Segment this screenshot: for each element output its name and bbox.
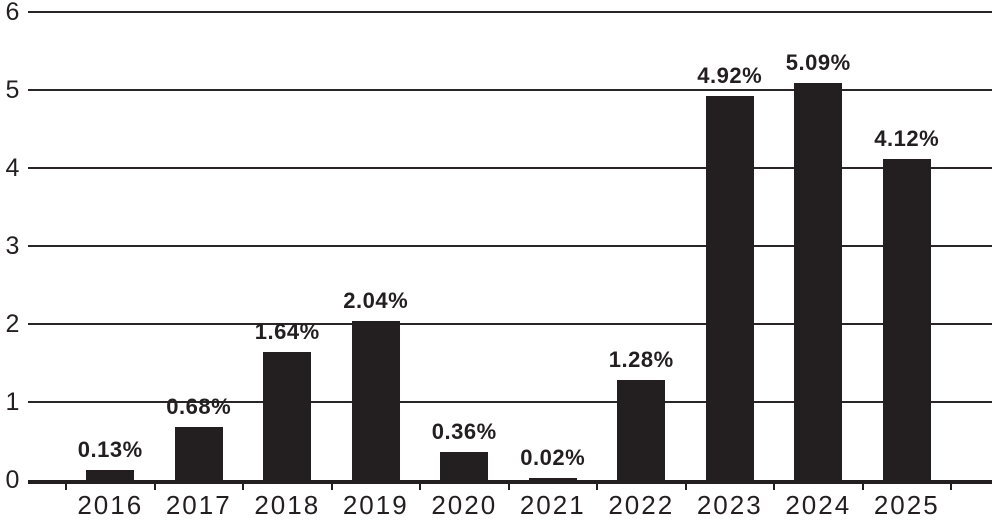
x-axis-category-label: 2017: [165, 490, 232, 520]
x-axis-category-label: 2023: [696, 490, 763, 520]
x-axis-tick: [773, 484, 775, 490]
x-axis-tick: [419, 484, 421, 490]
y-axis-tick-label: 1: [5, 388, 21, 416]
y-axis-tick-label: 0: [5, 466, 21, 494]
x-axis-tick: [861, 484, 864, 490]
gridline: [28, 89, 992, 91]
x-axis-category-label: 2018: [254, 490, 321, 520]
bar-value-label: 4.92%: [697, 63, 763, 88]
x-axis-category-label: 2022: [608, 490, 675, 520]
y-axis-tick-label: 3: [5, 232, 21, 260]
gridline: [28, 167, 992, 169]
x-axis-tick: [684, 484, 687, 490]
bar-2020: [440, 452, 489, 480]
bar-2019: [351, 321, 400, 480]
x-axis-tick: [330, 484, 333, 490]
bar-value-label: 1.28%: [608, 347, 674, 372]
x-axis-line: [28, 480, 992, 484]
bar-value-label: 1.64%: [254, 319, 320, 344]
bar-value-label: 5.09%: [785, 50, 851, 75]
x-axis-tick: [507, 484, 510, 490]
bar-2023: [705, 96, 754, 480]
bar-value-label: 0.13%: [77, 437, 143, 462]
x-axis-tick: [242, 484, 244, 490]
x-axis-category-label: 2024: [785, 490, 852, 520]
bar-2016: [86, 470, 135, 480]
x-axis-tick: [65, 484, 67, 490]
y-axis-tick-label: 2: [5, 310, 21, 338]
bar-2018: [263, 352, 312, 480]
x-axis-tick: [153, 484, 156, 490]
gridline: [28, 323, 992, 325]
bar-value-label: 0.36%: [431, 419, 497, 444]
bar-2022: [617, 380, 666, 480]
y-axis-tick-label: 5: [5, 76, 21, 104]
x-axis-category-label: 2016: [77, 490, 144, 520]
x-axis-category-label: 2021: [519, 490, 586, 520]
bar-value-label: 2.04%: [343, 288, 409, 313]
bar-2021: [528, 478, 577, 480]
bar-2025: [882, 159, 931, 480]
x-axis-tick: [950, 484, 952, 490]
bar-2017: [174, 427, 223, 480]
gridline: [28, 401, 992, 403]
bar-value-label: 0.68%: [166, 394, 232, 419]
x-axis-category-label: 2025: [873, 490, 940, 520]
x-axis-category-label: 2019: [342, 490, 409, 520]
bar-value-label: 4.12%: [874, 126, 940, 151]
gridline: [28, 245, 992, 247]
x-axis-category-label: 2020: [431, 490, 498, 520]
bar-value-label: 0.02%: [520, 445, 586, 470]
y-axis-tick-label: 4: [5, 154, 21, 182]
bar-2024: [794, 83, 843, 480]
gridline: [28, 11, 992, 13]
y-axis-tick-label: 6: [5, 0, 21, 26]
x-axis-tick: [596, 484, 598, 490]
